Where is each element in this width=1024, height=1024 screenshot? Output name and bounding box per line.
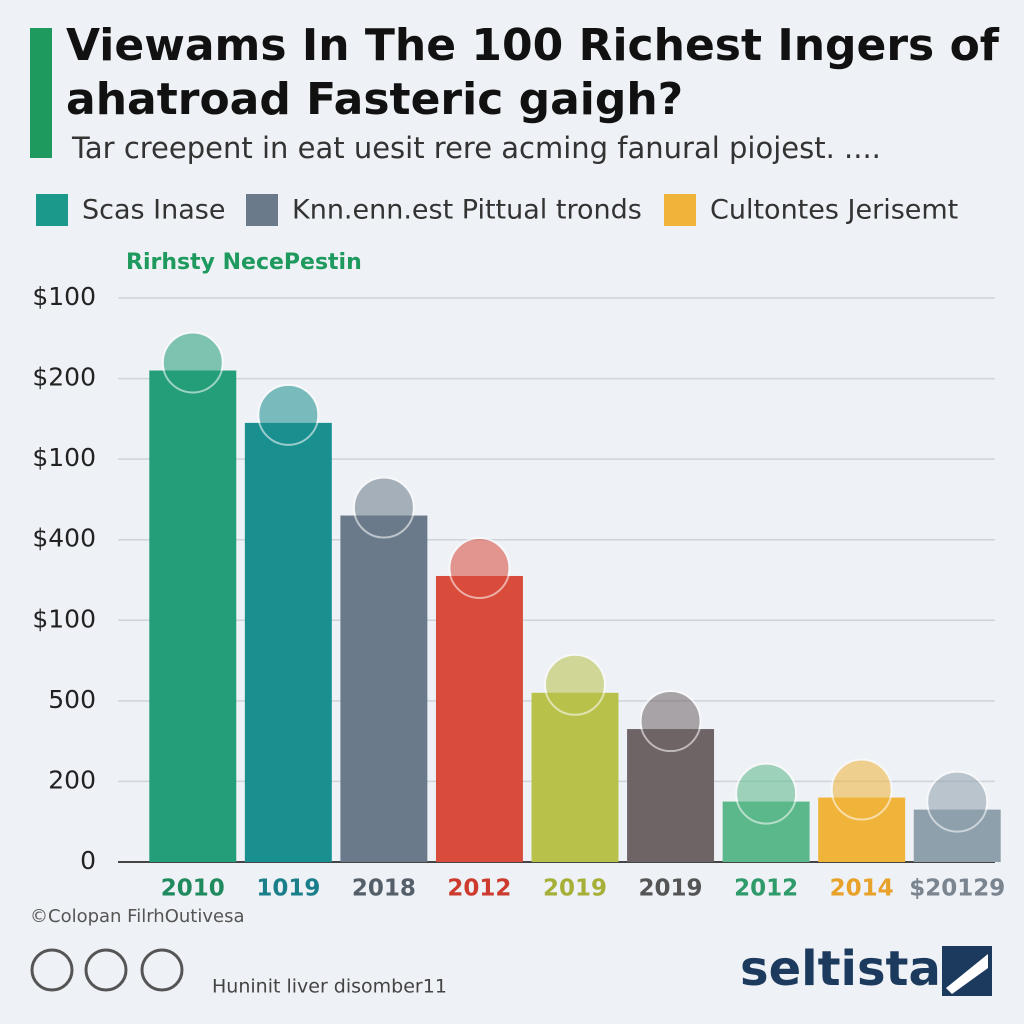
brand: seltista [740, 941, 941, 997]
legend-swatch [664, 194, 696, 226]
source: ©Colopan FilrhOutivesa [30, 906, 245, 927]
bar [149, 370, 237, 862]
annotation: Rirhsty NecePestin [126, 250, 362, 275]
figure-head [544, 653, 606, 716]
x-tick-label: 2014 [830, 876, 894, 902]
title-accent [30, 28, 52, 158]
icon [140, 948, 184, 992]
bar [531, 692, 619, 862]
footer-icons [30, 948, 184, 992]
legend-swatch [246, 194, 278, 226]
y-tick-label: 0 [80, 846, 96, 875]
figure-head [639, 690, 702, 753]
y-tick-label: 500 [48, 685, 96, 714]
legend-label: Knn.enn.est Pittual tronds [292, 195, 642, 226]
brand-logo-mark [946, 954, 988, 994]
x-tick-label: 2012 [734, 876, 798, 902]
y-tick-label: $200 [32, 363, 96, 392]
y-tick-label: $100 [32, 443, 96, 472]
chart-subtitle: Tar creepent in eat uesit rere acming fa… [71, 131, 881, 165]
bar [340, 515, 428, 862]
x-tick-label: 2010 [161, 876, 225, 902]
figure-head [352, 476, 415, 539]
figure-head [257, 383, 320, 446]
figure-head [926, 770, 989, 833]
chart-title: ahatroad Fasteric gaigh? [66, 74, 683, 125]
bar [435, 575, 523, 862]
y-tick-label: $100 [32, 604, 96, 633]
figure-head [735, 762, 798, 825]
x-tick-label: 2019 [639, 876, 703, 902]
footer-text: Huninit liver disomber11 [212, 976, 447, 998]
x-tick-label: $20129 [909, 876, 1005, 902]
legend-swatch [36, 194, 68, 226]
y-tick-label: 200 [48, 765, 96, 794]
chart-title: Viewams In The 100 Richest Ingers of [66, 20, 1000, 71]
legend-label: Cultontes Jerisemt [710, 195, 958, 226]
y-tick-label: $100 [32, 282, 96, 311]
x-tick-label: 2012 [447, 876, 511, 902]
x-tick-label: 2018 [352, 876, 416, 902]
figure-head [448, 536, 511, 599]
figure-head [830, 758, 893, 821]
icon [84, 948, 128, 992]
y-tick-label: $400 [32, 524, 96, 553]
icon [30, 948, 74, 992]
bar [244, 422, 332, 862]
figure-head [161, 331, 224, 394]
x-tick-label: 1019 [256, 876, 320, 902]
legend-label: Scas Inase [82, 195, 225, 226]
x-tick-label: 2019 [543, 876, 607, 902]
